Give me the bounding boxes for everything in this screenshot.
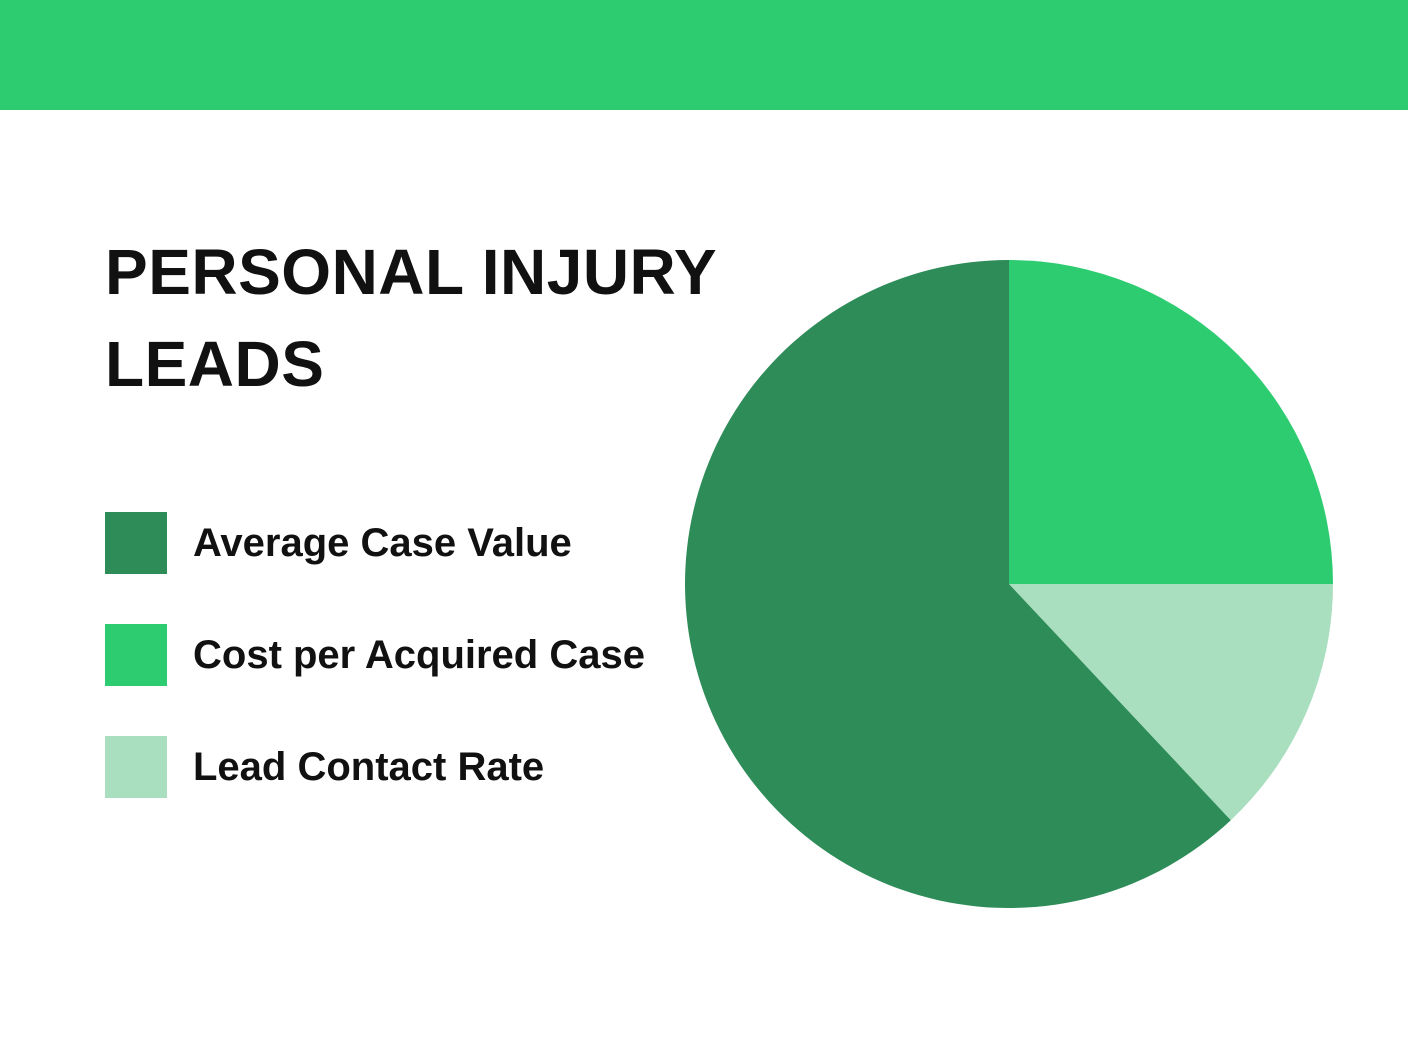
page-title: PERSONAL INJURY LEADS [105,236,716,400]
legend-swatch-average-case-value [105,512,167,574]
legend-label-cost-per-acquired-case: Cost per Acquired Case [193,632,645,677]
header-bar [0,0,1408,110]
legend-label-average-case-value: Average Case Value [193,520,572,565]
pie-chart [685,260,1333,908]
pie-slice [1009,584,1333,821]
legend-item: Cost per Acquired Case [105,624,645,686]
pie-slice [1009,260,1333,584]
legend-swatch-lead-contact-rate [105,736,167,798]
pie-slice [685,260,1231,908]
legend-item: Average Case Value [105,512,645,574]
legend-label-lead-contact-rate: Lead Contact Rate [193,744,545,789]
legend-swatch-cost-per-acquired-case [105,624,167,686]
legend: Average Case Value Cost per Acquired Cas… [105,512,645,848]
pie-chart-svg [685,260,1333,908]
legend-item: Lead Contact Rate [105,736,645,798]
